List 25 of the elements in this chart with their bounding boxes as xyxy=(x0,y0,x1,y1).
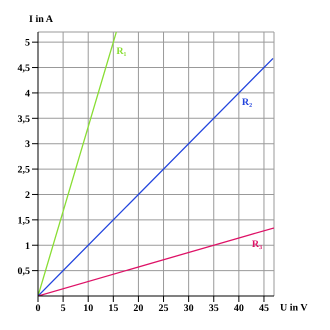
series-label: R₃ xyxy=(252,239,262,250)
x-tick-label: 40 xyxy=(234,303,244,314)
y-tick-label: 3 xyxy=(25,139,30,150)
x-tick-label: 10 xyxy=(83,303,94,314)
y-tick-label: 1 xyxy=(25,240,30,252)
series-label: R₂ xyxy=(242,96,252,108)
y-axis-title: I in A xyxy=(29,14,54,25)
x-tick-label: 25 xyxy=(158,303,169,314)
x-tick-label: 15 xyxy=(108,303,118,314)
y-tick-label: 2,5 xyxy=(18,164,30,176)
x-tick-label: 0 xyxy=(36,303,40,314)
y-tick-label: 0,5 xyxy=(18,266,30,278)
x-tick-label: 45 xyxy=(258,303,269,314)
y-tick-label: 4,5 xyxy=(18,63,30,74)
series-label: R₁ xyxy=(116,46,127,58)
y-tick-label: 1,5 xyxy=(18,215,30,226)
y-tick-label: 3,5 xyxy=(18,114,30,125)
x-tick-label: 30 xyxy=(184,303,194,314)
y-tick-label: 5 xyxy=(25,38,30,49)
y-tick-label: 4 xyxy=(25,88,30,100)
x-axis-title: U in V xyxy=(280,302,308,314)
x-tick-label: 5 xyxy=(60,303,66,314)
y-tick-label: 2 xyxy=(25,190,30,202)
x-tick-label: 35 xyxy=(208,303,219,314)
x-tick-label: 20 xyxy=(133,303,144,314)
